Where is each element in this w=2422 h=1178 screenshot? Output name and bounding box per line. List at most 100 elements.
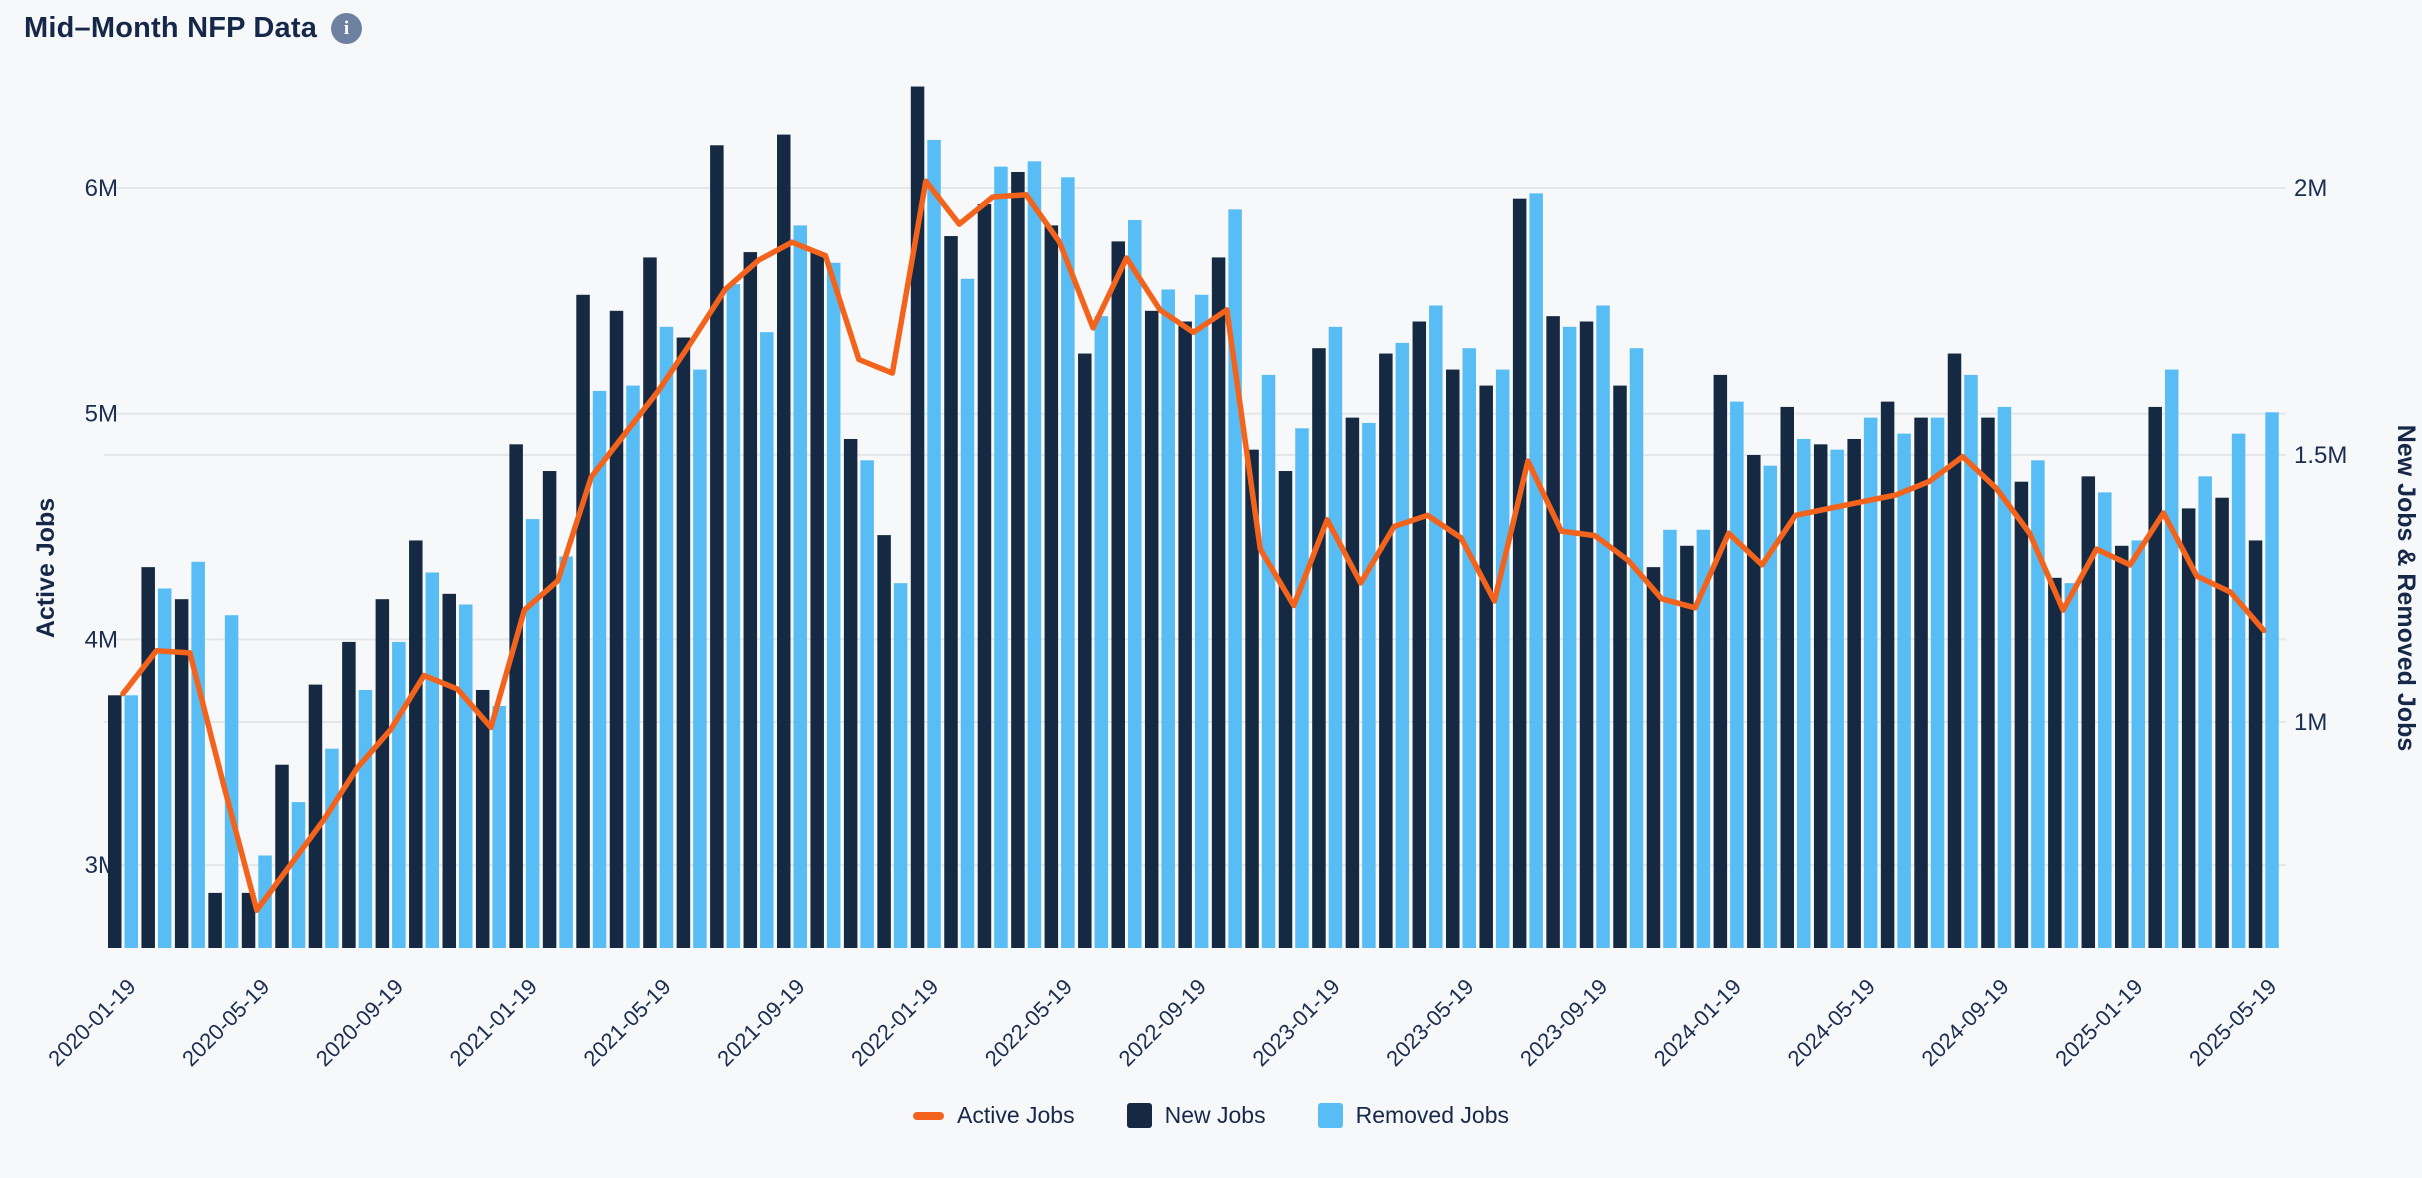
bar-removed-jobs[interactable] <box>927 139 941 948</box>
bar-new-jobs[interactable] <box>777 134 791 949</box>
bar-new-jobs[interactable] <box>944 236 958 948</box>
bar-removed-jobs[interactable] <box>1997 406 2012 948</box>
bar-removed-jobs[interactable] <box>2265 412 2279 948</box>
bar-removed-jobs[interactable] <box>1663 529 1677 948</box>
legend-item-active-jobs[interactable]: Active Jobs <box>912 1102 1075 1129</box>
bar-removed-jobs[interactable] <box>760 332 774 948</box>
bar-removed-jobs[interactable] <box>1194 294 1209 948</box>
bar-removed-jobs[interactable] <box>358 689 373 948</box>
bar-removed-jobs[interactable] <box>893 583 908 948</box>
bar-new-jobs[interactable] <box>1847 438 1861 948</box>
bar-removed-jobs[interactable] <box>525 519 540 948</box>
bar-new-jobs[interactable] <box>1747 455 1761 948</box>
bar-removed-jobs[interactable] <box>1930 417 1945 948</box>
bar-new-jobs[interactable] <box>1111 241 1126 948</box>
bar-new-jobs[interactable] <box>2014 481 2029 948</box>
bar-removed-jobs[interactable] <box>1596 305 1610 949</box>
bar-removed-jobs[interactable] <box>2031 460 2045 948</box>
bar-new-jobs[interactable] <box>2215 497 2229 948</box>
bar-removed-jobs[interactable] <box>1295 428 1309 948</box>
bar-new-jobs[interactable] <box>509 444 523 948</box>
bar-new-jobs[interactable] <box>576 294 590 948</box>
bar-removed-jobs[interactable] <box>559 556 573 948</box>
bar-new-jobs[interactable] <box>375 599 390 948</box>
bar-new-jobs[interactable] <box>2081 476 2096 948</box>
bar-removed-jobs[interactable] <box>2164 369 2179 948</box>
bar-removed-jobs[interactable] <box>860 460 874 948</box>
bar-removed-jobs[interactable] <box>1629 348 1644 948</box>
bar-new-jobs[interactable] <box>2181 508 2196 948</box>
bar-removed-jobs[interactable] <box>960 278 975 948</box>
bar-removed-jobs[interactable] <box>291 802 306 948</box>
bar-new-jobs[interactable] <box>2148 406 2162 948</box>
bar-new-jobs[interactable] <box>643 257 657 948</box>
bar-removed-jobs[interactable] <box>626 385 640 949</box>
bar-removed-jobs[interactable] <box>1863 417 1878 948</box>
bar-removed-jobs[interactable] <box>1061 177 1075 948</box>
bar-removed-jobs[interactable] <box>1094 316 1109 948</box>
bar-removed-jobs[interactable] <box>659 326 674 949</box>
bar-removed-jobs[interactable] <box>1830 449 1844 948</box>
bar-removed-jobs[interactable] <box>1730 401 1744 949</box>
bar-new-jobs[interactable] <box>1546 316 1560 948</box>
bar-removed-jobs[interactable] <box>1462 348 1477 948</box>
bar-new-jobs[interactable] <box>542 471 557 948</box>
bar-new-jobs[interactable] <box>174 599 189 948</box>
bar-removed-jobs[interactable] <box>1395 342 1410 948</box>
bar-removed-jobs[interactable] <box>2231 433 2246 948</box>
bar-new-jobs[interactable] <box>1278 471 1293 948</box>
bar-new-jobs[interactable] <box>2115 545 2129 948</box>
bar-new-jobs[interactable] <box>342 641 356 948</box>
bar-new-jobs[interactable] <box>1178 321 1192 949</box>
bar-new-jobs[interactable] <box>442 593 457 948</box>
legend-item-removed-jobs[interactable]: Removed Jobs <box>1317 1102 1509 1129</box>
bar-removed-jobs[interactable] <box>1362 422 1376 949</box>
bar-new-jobs[interactable] <box>1981 417 1995 948</box>
active-jobs-line[interactable] <box>120 178 2267 913</box>
bar-new-jobs[interactable] <box>2248 540 2263 948</box>
bar-removed-jobs[interactable] <box>392 641 406 948</box>
bar-removed-jobs[interactable] <box>1696 529 1711 948</box>
bar-new-jobs[interactable] <box>810 252 824 948</box>
bar-removed-jobs[interactable] <box>726 284 741 948</box>
bar-new-jobs[interactable] <box>1245 449 1259 948</box>
bar-removed-jobs[interactable] <box>2131 540 2146 948</box>
bar-new-jobs[interactable] <box>308 684 323 948</box>
bar-new-jobs[interactable] <box>1914 417 1928 948</box>
bar-removed-jobs[interactable] <box>459 604 473 948</box>
bar-new-jobs[interactable] <box>1512 198 1527 948</box>
bar-new-jobs[interactable] <box>977 204 992 948</box>
bar-new-jobs[interactable] <box>1011 171 1025 949</box>
bar-removed-jobs[interactable] <box>693 369 707 948</box>
bar-removed-jobs[interactable] <box>1897 433 1911 948</box>
bar-removed-jobs[interactable] <box>592 390 607 948</box>
bar-removed-jobs[interactable] <box>826 262 841 948</box>
bar-new-jobs[interactable] <box>1446 369 1460 948</box>
bar-removed-jobs[interactable] <box>1328 326 1343 949</box>
bar-new-jobs[interactable] <box>1078 353 1092 948</box>
bar-removed-jobs[interactable] <box>2098 492 2112 948</box>
bar-new-jobs[interactable] <box>1412 321 1427 949</box>
bar-removed-jobs[interactable] <box>492 705 506 948</box>
bar-removed-jobs[interactable] <box>224 615 239 948</box>
bar-new-jobs[interactable] <box>409 540 423 948</box>
bar-new-jobs[interactable] <box>877 535 891 948</box>
bar-removed-jobs[interactable] <box>1027 161 1042 949</box>
bar-new-jobs[interactable] <box>1813 444 1828 948</box>
bar-removed-jobs[interactable] <box>793 225 808 948</box>
bar-new-jobs[interactable] <box>743 252 758 948</box>
bar-new-jobs[interactable] <box>1044 225 1059 948</box>
bar-removed-jobs[interactable] <box>2064 583 2079 948</box>
bar-removed-jobs[interactable] <box>2198 476 2212 948</box>
bar-new-jobs[interactable] <box>910 86 925 949</box>
bar-new-jobs[interactable] <box>208 892 222 948</box>
bar-new-jobs[interactable] <box>141 567 155 948</box>
bar-new-jobs[interactable] <box>1613 385 1627 949</box>
bar-new-jobs[interactable] <box>241 892 256 948</box>
bar-new-jobs[interactable] <box>1379 353 1393 948</box>
bar-new-jobs[interactable] <box>1345 417 1360 948</box>
legend-item-new-jobs[interactable]: New Jobs <box>1126 1102 1266 1129</box>
bar-removed-jobs[interactable] <box>1261 374 1276 948</box>
bar-removed-jobs[interactable] <box>1128 220 1142 949</box>
bar-removed-jobs[interactable] <box>1964 374 1978 948</box>
